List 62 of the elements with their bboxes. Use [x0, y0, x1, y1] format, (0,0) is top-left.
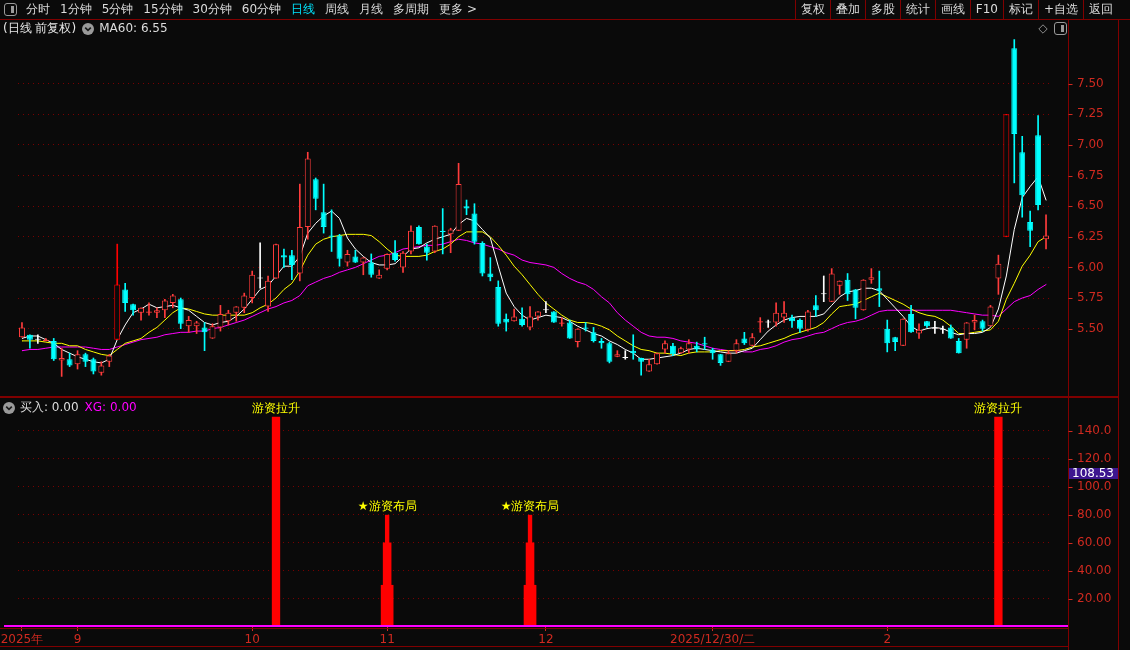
- y-tick-label: 7.00: [1077, 137, 1104, 152]
- candlestick: [781, 301, 788, 323]
- data-label: 游资拉升: [974, 400, 1023, 415]
- text: 叠加: [829, 0, 865, 19]
- candlestick: [280, 248, 287, 268]
- text: 标记: [1002, 0, 1038, 19]
- data-label: 游资拉升: [252, 400, 300, 415]
- text: 更多 >: [439, 2, 477, 17]
- y-tick-label: 7.25: [1077, 106, 1104, 121]
- y-tick-label: 80.00: [1077, 506, 1112, 521]
- y-tick-label: 100.0: [1077, 478, 1112, 493]
- text: +自选: [1037, 0, 1083, 19]
- x-tick-label: 10: [244, 632, 260, 647]
- text: F10: [969, 0, 1003, 19]
- y-tick-label: 40.00: [1077, 563, 1112, 578]
- y-tick-label: 5.75: [1077, 290, 1104, 305]
- candlestick: [916, 323, 922, 339]
- text: 1分钟: [60, 2, 92, 17]
- candlestick: [812, 295, 819, 317]
- text: 复权: [794, 0, 830, 19]
- x-tick-label: 11: [379, 632, 395, 647]
- data-label: ★游资布局: [357, 498, 417, 513]
- text: 分时: [26, 2, 50, 17]
- text: 统计: [899, 0, 935, 19]
- y-tick-label: 6.00: [1077, 259, 1104, 274]
- x-tick-label: 2025年: [0, 632, 44, 647]
- x-tick-label: 2025/12/30/二: [670, 632, 756, 647]
- candlestick: [153, 307, 160, 318]
- y-tick-label: 6.50: [1077, 198, 1104, 213]
- x-tick-label: 2: [883, 632, 892, 647]
- text: 15分钟: [143, 2, 183, 17]
- y-tick-label: 60.00: [1077, 534, 1112, 549]
- text: 60分钟: [241, 2, 282, 17]
- bar: [994, 416, 1003, 627]
- candlestick: [876, 270, 883, 307]
- text: 多周期: [393, 2, 430, 17]
- x-tick-label: 9: [73, 632, 82, 647]
- chart-title: (日线 前复权): [3, 21, 77, 36]
- y-tick-label: 140.0: [1077, 422, 1112, 437]
- text: 5分钟: [101, 2, 134, 17]
- text: 30分钟: [192, 2, 232, 17]
- bar: [271, 416, 281, 627]
- text: 返回: [1083, 0, 1118, 19]
- y-tick-label: 120.0: [1077, 450, 1112, 465]
- y-tick-label: 20.00: [1077, 591, 1112, 606]
- x-tick-label: 12: [538, 632, 554, 647]
- y-tick-label: 7.50: [1077, 75, 1104, 90]
- candlestick: [1027, 210, 1034, 247]
- y-tick-label: 5.50: [1077, 320, 1104, 335]
- text: 画线: [934, 0, 970, 19]
- text: 周线: [325, 2, 350, 17]
- y-tick-label: 6.75: [1077, 167, 1104, 182]
- chart-subtitle: MA60: 6.55: [99, 21, 168, 36]
- text: 多股: [864, 0, 900, 19]
- text: 月线: [359, 2, 384, 17]
- text: 日线: [291, 2, 316, 17]
- chart-subtitle: 买入: 0.00: [20, 400, 79, 415]
- candlestick: [638, 357, 645, 376]
- y-tick-label: 6.25: [1077, 228, 1104, 243]
- data-label: ★游资布局: [500, 498, 560, 513]
- ref-line-label: XG: 0.00: [84, 400, 137, 415]
- text: 108.53: [1072, 465, 1114, 480]
